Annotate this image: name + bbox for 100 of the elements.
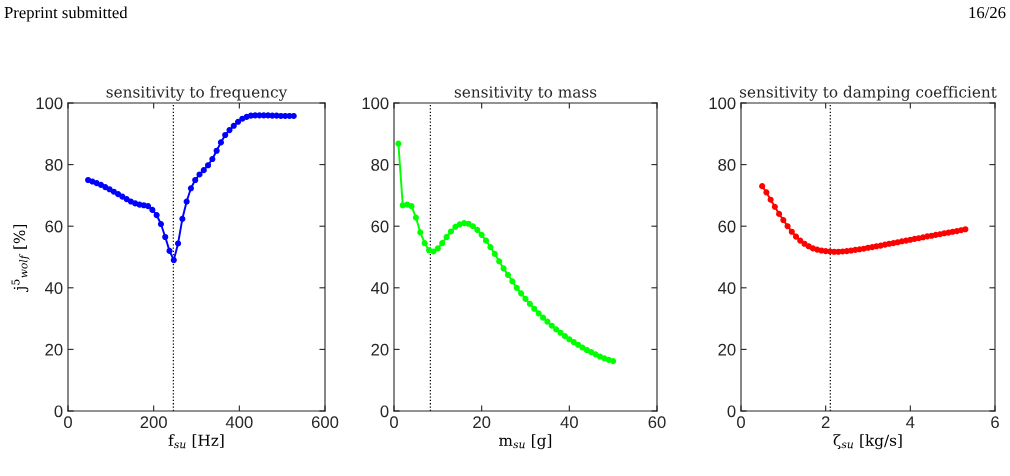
text: Preprint submitted <box>4 6 128 22</box>
point <box>601 355 608 362</box>
point <box>767 196 774 203</box>
point <box>175 240 182 247</box>
point <box>469 223 476 230</box>
point <box>447 228 455 235</box>
x-axis-title: m$_{su}$ [g] <box>499 434 552 450</box>
x-tick-label: 60 <box>648 416 666 429</box>
x-tick-label: 40 <box>560 416 578 429</box>
point <box>518 290 525 297</box>
point <box>474 226 481 233</box>
point <box>192 176 199 184</box>
point <box>110 188 117 195</box>
point <box>771 203 778 210</box>
point <box>153 212 160 219</box>
point <box>759 183 766 190</box>
y-tick-label: 20 <box>45 343 63 356</box>
point <box>230 122 237 129</box>
point <box>566 336 573 343</box>
point <box>531 305 538 312</box>
point <box>166 247 173 254</box>
chart-title: sensitivity to damping coefficient <box>739 85 997 101</box>
point <box>209 155 216 163</box>
point <box>200 167 207 174</box>
point <box>784 223 791 230</box>
x-tick-label: 200 <box>140 416 167 429</box>
point <box>226 127 233 134</box>
x-tick-label: 0 <box>390 416 398 429</box>
x-axis-title: ζ$_{su}$ [kg/s] <box>833 434 902 450</box>
point <box>544 318 551 325</box>
point <box>465 220 472 227</box>
point <box>797 237 804 244</box>
point <box>776 210 783 217</box>
y-tick-label: 20 <box>371 343 389 356</box>
y-tick-label: 0 <box>380 405 389 418</box>
point <box>234 118 242 125</box>
point <box>482 237 490 244</box>
y-tick-label: 80 <box>371 159 389 171</box>
point <box>962 226 969 233</box>
point <box>395 140 402 147</box>
point <box>610 358 617 365</box>
point <box>548 322 555 329</box>
point <box>496 258 503 265</box>
point <box>145 203 152 210</box>
point <box>588 349 595 356</box>
y-tick-label: 100 <box>362 97 389 110</box>
point <box>792 233 800 240</box>
point <box>85 176 92 184</box>
point <box>217 139 224 146</box>
point <box>570 338 577 346</box>
point <box>239 115 246 122</box>
point <box>513 284 520 291</box>
point <box>205 162 212 169</box>
point <box>491 250 498 257</box>
point <box>149 206 156 213</box>
x-tick-label: 0 <box>64 416 72 429</box>
point <box>434 245 441 252</box>
point <box>187 185 194 192</box>
point <box>805 243 812 250</box>
point <box>509 278 516 285</box>
point <box>162 233 169 241</box>
point <box>500 265 507 272</box>
point <box>408 203 415 210</box>
point <box>412 214 419 221</box>
point <box>579 344 586 351</box>
x-tick-label: 20 <box>473 416 491 429</box>
y-tick-label: 60 <box>718 220 736 233</box>
point <box>115 191 122 198</box>
point <box>557 329 564 336</box>
point <box>526 300 533 307</box>
point <box>157 220 165 228</box>
y-tick-label: 100 <box>709 97 736 110</box>
y-tick-label: 80 <box>718 159 736 171</box>
point <box>780 216 787 224</box>
point <box>170 257 177 264</box>
point <box>417 229 424 236</box>
point <box>907 236 914 243</box>
point <box>102 184 109 191</box>
point <box>788 228 795 235</box>
x-tick-label: 2 <box>821 416 830 428</box>
point <box>443 233 450 241</box>
x-axis-title: f$_{su}$ [Hz] <box>168 434 224 449</box>
chart-title: sensitivity to frequency <box>106 85 288 101</box>
y-tick-label: 40 <box>717 282 736 294</box>
y-tick-label: 80 <box>45 159 63 171</box>
point <box>119 193 126 200</box>
point <box>430 248 437 255</box>
x-tick-label: 600 <box>311 416 339 429</box>
y-tick-label: 60 <box>45 220 63 233</box>
y-axis-title: j$^{5}$$_{wolf}$ [%] <box>11 224 30 292</box>
chart-title: sensitivity to mass <box>454 86 597 101</box>
point <box>535 310 542 317</box>
point <box>539 314 547 321</box>
point <box>404 201 411 208</box>
point <box>421 240 428 247</box>
point <box>478 231 485 238</box>
point <box>522 295 529 302</box>
point <box>487 244 494 251</box>
y-tick-label: 40 <box>44 282 63 294</box>
x-tick-label: 400 <box>225 416 253 429</box>
